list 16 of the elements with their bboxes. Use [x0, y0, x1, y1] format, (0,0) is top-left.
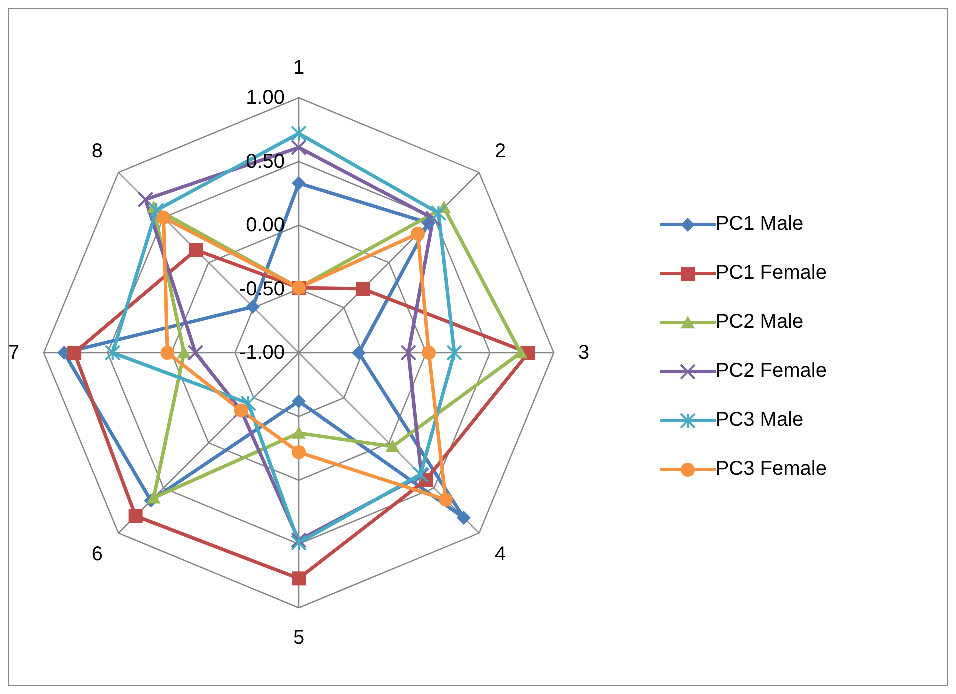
y-tick-label: -1.00	[239, 342, 285, 364]
spoke-label: 8	[92, 140, 104, 162]
spoke-label: 2	[494, 140, 506, 162]
y-tick-label: 1.00	[246, 87, 285, 109]
legend-label: PC2 Female	[716, 360, 827, 383]
spoke-label: 4	[494, 544, 506, 566]
spoke-label: 6	[92, 544, 104, 566]
legend-label: PC2 Male	[716, 311, 804, 334]
legend-label: PC3 Male	[716, 409, 804, 432]
spoke-label: 5	[293, 627, 305, 649]
spoke-label: 1	[293, 57, 305, 79]
legend-label: PC1 Female	[716, 262, 827, 285]
spoke-label: 7	[8, 342, 20, 364]
legend-label: PC3 Female	[716, 458, 827, 481]
spoke-label: 3	[578, 342, 590, 364]
legend-label: PC1 Male	[716, 213, 804, 236]
